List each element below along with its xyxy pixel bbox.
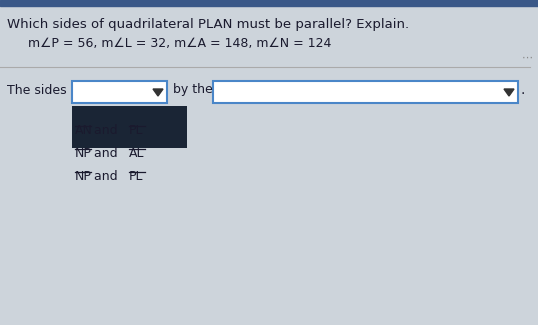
Polygon shape [153, 89, 163, 96]
Text: PL: PL [129, 124, 144, 137]
Text: ⋯: ⋯ [521, 53, 533, 63]
Text: AL: AL [129, 147, 145, 160]
FancyBboxPatch shape [72, 81, 167, 103]
FancyBboxPatch shape [72, 106, 187, 148]
Text: and: and [90, 124, 122, 137]
Text: AN: AN [75, 124, 93, 137]
Text: PL: PL [129, 170, 144, 183]
Polygon shape [504, 89, 514, 96]
FancyBboxPatch shape [213, 81, 518, 103]
Text: m∠P = 56, m∠L = 32, m∠A = 148, m∠N = 124: m∠P = 56, m∠L = 32, m∠A = 148, m∠N = 124 [28, 37, 331, 50]
Text: NP: NP [75, 147, 92, 160]
Text: by the: by the [173, 84, 213, 97]
Text: .: . [521, 83, 526, 97]
Text: and: and [90, 170, 122, 183]
Text: Which sides of quadrilateral PLAN must be parallel? Explain.: Which sides of quadrilateral PLAN must b… [7, 18, 409, 31]
Text: The sides: The sides [7, 84, 67, 97]
Text: NP: NP [75, 170, 92, 183]
Bar [0, 0, 538, 6]
Text: and: and [90, 147, 122, 160]
